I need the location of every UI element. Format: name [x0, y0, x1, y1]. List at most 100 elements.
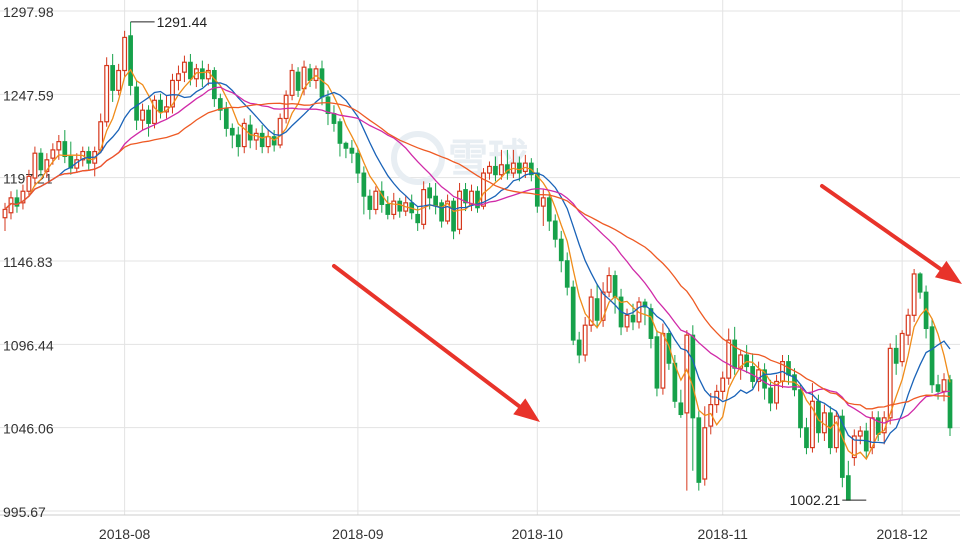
- candle-body: [463, 189, 468, 204]
- candle-down: [750, 353, 755, 389]
- candle-down: [158, 93, 163, 119]
- candle-down: [552, 214, 558, 248]
- candle-body: [170, 79, 175, 108]
- candle-body: [337, 121, 343, 144]
- candle-up: [104, 57, 110, 127]
- candle-body: [917, 273, 923, 293]
- candle-body: [540, 197, 546, 207]
- candle-body: [223, 108, 229, 129]
- candle-body: [487, 165, 492, 174]
- y-tick-label: 1146.83: [3, 254, 53, 270]
- candle-up: [2, 202, 8, 231]
- candle-up: [720, 371, 726, 400]
- candle-body: [690, 334, 696, 419]
- candle-body: [295, 71, 301, 91]
- candle-body: [798, 389, 803, 429]
- candle-body: [188, 61, 193, 80]
- y-tick-label: 1297.98: [3, 4, 54, 20]
- candle-body: [415, 213, 421, 224]
- candle-body: [445, 200, 451, 222]
- candle-body: [265, 136, 271, 148]
- candle-body: [175, 73, 181, 82]
- x-tick-label: 2018-08: [99, 526, 151, 542]
- candle-body: [630, 314, 636, 323]
- candle-down: [558, 230, 564, 273]
- candle-body: [307, 68, 313, 81]
- candle-up: [140, 103, 146, 131]
- candle-down: [235, 126, 241, 157]
- candle-body: [397, 200, 403, 212]
- candle-up: [833, 411, 839, 453]
- candle-down: [146, 105, 151, 137]
- candle-body: [720, 377, 726, 392]
- candle-body: [893, 347, 899, 364]
- candle-body: [343, 142, 349, 149]
- candle-body: [259, 132, 265, 148]
- x-tick-label: 2018-12: [876, 526, 928, 542]
- ma10-line: [4, 82, 951, 444]
- candle-body: [498, 164, 504, 176]
- candle-body: [588, 296, 594, 326]
- candle-body: [804, 427, 809, 449]
- candle-body: [38, 152, 44, 171]
- candle-down: [229, 123, 235, 149]
- candle-down: [648, 303, 654, 349]
- candle-body: [44, 159, 50, 172]
- candle-down: [804, 417, 809, 455]
- candle-down: [451, 197, 456, 240]
- candle-body: [319, 68, 325, 98]
- candle-body: [935, 384, 941, 392]
- candle-body: [493, 165, 498, 176]
- candle-down: [14, 189, 20, 213]
- candle-body: [152, 99, 157, 125]
- candle-body: [845, 475, 851, 501]
- candle-body: [110, 65, 116, 91]
- candle-down: [331, 105, 337, 132]
- candle-body: [2, 208, 8, 219]
- candle-down: [762, 363, 767, 400]
- candle-down: [433, 182, 438, 215]
- candle-body: [32, 152, 38, 179]
- candle-body: [200, 68, 205, 80]
- candle-down: [493, 156, 498, 182]
- candle-down: [666, 328, 672, 370]
- candle-down: [546, 192, 552, 231]
- high-label: 1291.44: [157, 14, 208, 30]
- candle-body: [277, 117, 283, 146]
- candle-down: [517, 156, 522, 182]
- candle-down: [893, 335, 899, 375]
- y-axis-labels: 1297.981247.591197.211146.831096.441046.…: [3, 4, 54, 520]
- candle-down: [110, 53, 116, 102]
- arrow-shaft: [332, 264, 522, 409]
- x-tick-label: 2018-10: [512, 526, 564, 542]
- candle-body: [774, 380, 780, 404]
- candle-up: [905, 308, 911, 346]
- candle-body: [558, 238, 564, 262]
- candle-down: [678, 389, 684, 418]
- candle-body: [241, 122, 247, 148]
- candle-body: [911, 273, 917, 316]
- candle-body: [134, 86, 139, 121]
- candle-body: [660, 332, 666, 389]
- candle-down: [570, 280, 576, 346]
- candle-body: [606, 274, 612, 293]
- ma30-line: [4, 101, 951, 410]
- candle-up: [756, 361, 762, 392]
- candle-body: [349, 147, 355, 154]
- candle-body: [738, 354, 744, 369]
- candle-down: [642, 298, 648, 326]
- candle-body: [439, 202, 444, 222]
- candle-down: [200, 60, 205, 88]
- candle-body: [313, 68, 319, 82]
- candle-down: [828, 406, 833, 455]
- candle-down: [211, 67, 217, 107]
- candle-up: [181, 55, 187, 83]
- candle-up: [684, 330, 690, 491]
- candle-down: [409, 194, 415, 220]
- candle-up: [887, 343, 893, 425]
- candle-body: [564, 260, 570, 288]
- candle-body: [857, 430, 863, 437]
- candle-up: [289, 63, 295, 101]
- candles: [2, 21, 953, 501]
- candle-body: [594, 298, 600, 321]
